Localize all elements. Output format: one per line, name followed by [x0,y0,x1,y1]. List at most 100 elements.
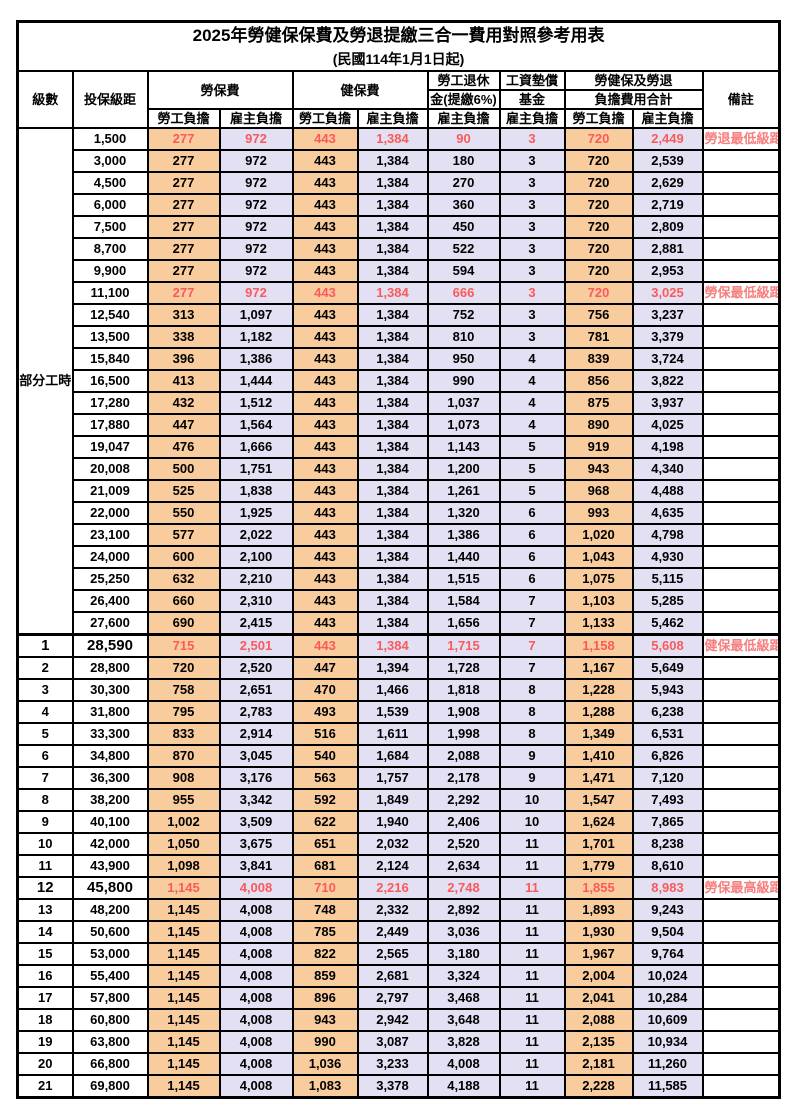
value-cell: 4,008 [218,1074,294,1099]
bracket-cell: 16,500 [71,369,149,393]
value-cell: 4,008 [218,964,294,988]
value-cell: 2,953 [631,259,704,283]
value-cell: 8,983 [631,876,704,900]
value-cell: 1,611 [356,722,429,746]
level-cell: 9 [16,810,74,834]
value-cell: 1,073 [426,413,501,437]
subheader-labor-employer: 雇主負擔 [218,108,294,129]
bracket-cell: 19,047 [71,435,149,459]
value-cell: 3,822 [631,369,704,393]
value-cell: 2,449 [631,127,704,151]
bracket-cell: 60,800 [71,1008,149,1032]
value-cell: 1,384 [356,149,429,173]
value-cell: 3 [498,237,566,261]
value-cell: 11,260 [631,1052,704,1076]
remark-cell [701,744,781,768]
value-cell: 90 [426,127,501,151]
table-row: 17 57,800 1,145 4,008 896 2,797 3,468 11 2,041 10… [16,986,781,1010]
value-cell: 443 [291,479,359,503]
value-cell: 443 [291,435,359,459]
value-cell: 3 [498,215,566,239]
remark-cell [701,325,781,349]
level-cell: 19 [16,1030,74,1054]
value-cell: 413 [146,369,221,393]
value-cell: 1,715 [426,633,501,658]
value-cell: 720 [563,149,634,173]
value-cell: 11 [498,832,566,856]
header-level: 級數 [16,70,74,129]
value-cell: 9 [498,766,566,790]
value-cell: 3 [498,281,566,305]
value-cell: 1,075 [563,567,634,591]
value-cell: 10,284 [631,986,704,1010]
value-cell: 1,855 [563,876,634,900]
value-cell: 7 [498,589,566,613]
remark-cell [701,942,781,966]
remark-cell [701,479,781,503]
value-cell: 3 [498,127,566,151]
value-cell: 1,020 [563,523,634,547]
remark-cell: 勞退最低級距 [701,127,781,151]
value-cell: 1,466 [356,678,429,702]
value-cell: 4 [498,347,566,371]
value-cell: 1,145 [146,1008,221,1032]
value-cell: 972 [218,259,294,283]
value-cell: 443 [291,237,359,261]
table-row: 8 38,200 955 3,342 592 1,849 2,292 10 1,547 7,493 [16,788,781,812]
value-cell: 447 [146,413,221,437]
value-cell: 4,008 [426,1052,501,1076]
value-cell: 4,635 [631,501,704,525]
value-cell: 11 [498,1074,566,1099]
level-cell: 6 [16,744,74,768]
value-cell: 4,008 [218,986,294,1010]
value-cell: 443 [291,369,359,393]
value-cell: 990 [291,1030,359,1054]
value-cell: 2,651 [218,678,294,702]
value-cell: 338 [146,325,221,349]
table-row: 20,008 500 1,751 443 1,384 1,200 5 943 4,340 [18,457,781,481]
remark-cell [701,545,781,569]
value-cell: 972 [218,171,294,195]
table-row: 10 42,000 1,050 3,675 651 2,032 2,520 11 1,701 8,… [16,832,781,856]
bracket-cell: 42,000 [71,832,149,856]
table-row: 12,540 313 1,097 443 1,384 752 3 756 3,237 [18,303,781,327]
table-row: 3 30,300 758 2,651 470 1,466 1,818 8 1,228 5,943 [16,678,781,702]
value-cell: 972 [218,215,294,239]
level-cell: 2 [16,656,74,680]
table-row: 3,000 277 972 443 1,384 180 3 720 2,539 [18,149,781,173]
value-cell: 10,934 [631,1030,704,1054]
remark-cell [701,656,781,680]
value-cell: 870 [146,744,221,768]
value-cell: 710 [291,876,359,900]
bracket-cell: 53,000 [71,942,149,966]
subheader-wage-fund-employer: 雇主負擔 [498,108,566,129]
value-cell: 2,719 [631,193,704,217]
bracket-cell: 50,600 [71,920,149,944]
level-cell: 12 [16,876,74,900]
bracket-cell: 26,400 [71,589,149,613]
value-cell: 632 [146,567,221,591]
value-cell: 5 [498,435,566,459]
level-cell: 1 [16,633,74,658]
value-cell: 1,133 [563,611,634,636]
level-cell: 3 [16,678,74,702]
value-cell: 622 [291,810,359,834]
value-cell: 443 [291,127,359,151]
bracket-cell: 28,800 [71,656,149,680]
value-cell: 4,008 [218,920,294,944]
value-cell: 443 [291,347,359,371]
value-cell: 594 [426,259,501,283]
value-cell: 8,238 [631,832,704,856]
value-cell: 5 [498,457,566,481]
value-cell: 720 [563,127,634,151]
value-cell: 1,384 [356,325,429,349]
value-cell: 3,724 [631,347,704,371]
bracket-cell: 20,008 [71,457,149,481]
value-cell: 5,285 [631,589,704,613]
value-cell: 6,826 [631,744,704,768]
table-row: 17,880 447 1,564 443 1,384 1,073 4 890 4,025 [18,413,781,437]
value-cell: 443 [291,149,359,173]
level-cell: 4 [16,700,74,724]
value-cell: 3,468 [426,986,501,1010]
